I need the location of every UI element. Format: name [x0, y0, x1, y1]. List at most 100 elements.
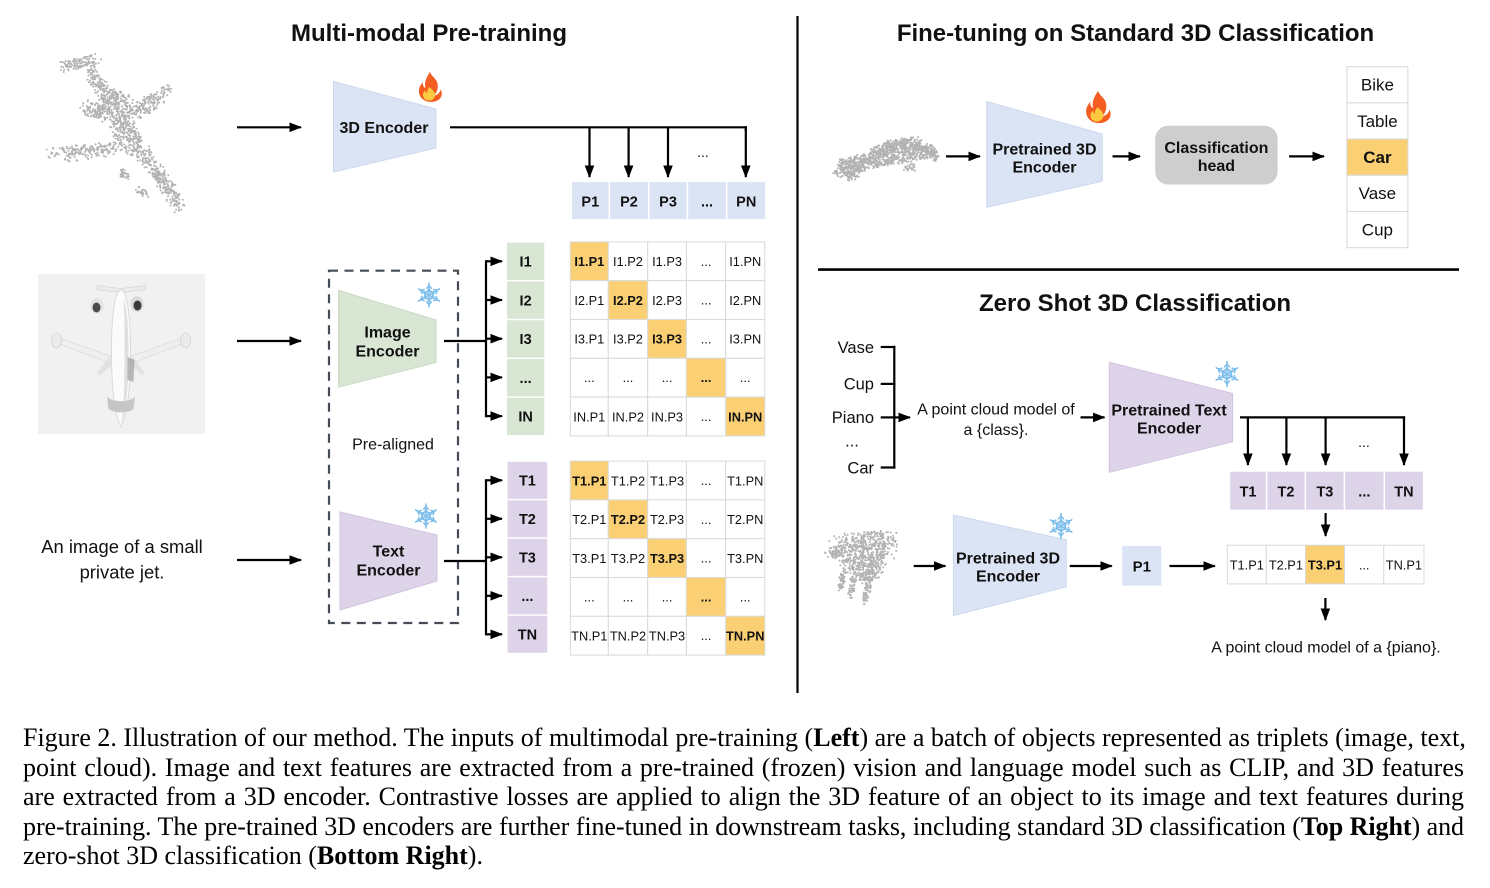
svg-text:Vase: Vase [838, 339, 874, 357]
svg-text:T1: T1 [519, 474, 536, 490]
svg-text:P1: P1 [1133, 559, 1151, 576]
svg-text:T2.P3: T2.P3 [650, 512, 684, 527]
svg-text:Piano: Piano [832, 409, 874, 427]
svg-text:Car: Car [1363, 148, 1392, 167]
svg-text:...: ... [701, 589, 712, 604]
svg-text:IN.P1: IN.P1 [573, 409, 605, 424]
svg-text:Vase: Vase [1359, 184, 1397, 203]
svg-text:T1.PN: T1.PN [727, 473, 763, 488]
svg-text:a {class}.: a {class}. [964, 422, 1029, 439]
svg-text:Cup: Cup [844, 376, 874, 394]
svg-text:...: ... [623, 370, 634, 385]
svg-text:IN: IN [518, 410, 533, 426]
svg-text:...: ... [740, 370, 751, 385]
svg-text:Pre-aligned: Pre-aligned [352, 437, 434, 454]
svg-text:Encoder: Encoder [976, 569, 1040, 586]
svg-text:Text: Text [373, 544, 405, 561]
svg-text:head: head [1198, 158, 1235, 175]
svg-text:...: ... [701, 370, 712, 385]
svg-text:I1.P2: I1.P2 [613, 254, 643, 269]
svg-text:T3.P3: T3.P3 [650, 551, 684, 566]
svg-text:T2.P1: T2.P1 [572, 512, 606, 527]
svg-text:...: ... [1358, 484, 1370, 500]
svg-text:...: ... [701, 194, 713, 210]
svg-text:P3: P3 [659, 194, 677, 210]
svg-text:...: ... [1359, 557, 1370, 572]
svg-text:...: ... [701, 551, 712, 566]
svg-text:I2.PN: I2.PN [729, 293, 761, 308]
svg-text:Zero Shot 3D Classification: Zero Shot 3D Classification [979, 290, 1291, 317]
svg-text:Pretrained 3D: Pretrained 3D [956, 551, 1060, 568]
svg-text:...: ... [845, 433, 859, 451]
svg-text:...: ... [701, 293, 712, 308]
svg-text:PN: PN [736, 194, 756, 210]
svg-text:...: ... [1358, 434, 1370, 450]
svg-text:Encoder: Encoder [356, 563, 420, 580]
svg-text:TN: TN [518, 628, 537, 644]
svg-text:IN.PN: IN.PN [728, 409, 762, 424]
svg-text:Pretrained 3D: Pretrained 3D [992, 142, 1096, 159]
svg-text:T2: T2 [519, 512, 536, 528]
svg-text:...: ... [697, 144, 709, 160]
svg-text:Fine-tuning on Standard 3D Cla: Fine-tuning on Standard 3D Classificatio… [897, 20, 1374, 47]
svg-text:...: ... [740, 589, 751, 604]
svg-text:T1: T1 [1240, 484, 1257, 500]
svg-text:I2: I2 [520, 293, 532, 309]
svg-text:TN.P1: TN.P1 [571, 629, 607, 644]
svg-text:I2.P3: I2.P3 [652, 293, 682, 308]
svg-text:T1.P3: T1.P3 [650, 473, 684, 488]
svg-text:Car: Car [847, 459, 874, 477]
svg-text:...: ... [520, 371, 532, 387]
svg-text:...: ... [623, 589, 634, 604]
svg-text:I3: I3 [520, 332, 532, 348]
svg-text:Encoder: Encoder [1012, 160, 1076, 177]
svg-text:I2.P2: I2.P2 [613, 293, 643, 308]
svg-text:I1.PN: I1.PN [729, 254, 761, 269]
svg-text:Pretrained Text: Pretrained Text [1111, 402, 1227, 419]
svg-text:T1.P2: T1.P2 [611, 473, 645, 488]
svg-text:...: ... [584, 589, 595, 604]
svg-text:Bike: Bike [1361, 76, 1394, 95]
svg-text:TN: TN [1394, 484, 1413, 500]
svg-text:...: ... [701, 628, 712, 643]
svg-text:T3.P1: T3.P1 [1308, 557, 1342, 572]
svg-text:T1.P1: T1.P1 [1230, 557, 1264, 572]
svg-text:T3: T3 [1316, 484, 1333, 500]
svg-text:I1: I1 [520, 255, 532, 271]
svg-text:T3.PN: T3.PN [727, 551, 763, 566]
svg-text:...: ... [662, 370, 673, 385]
svg-text:I1.P1: I1.P1 [574, 254, 604, 269]
svg-text:T2.P2: T2.P2 [611, 512, 645, 527]
svg-text:T3.P1: T3.P1 [572, 551, 606, 566]
svg-text:Classification: Classification [1164, 140, 1268, 157]
svg-text:I3.P2: I3.P2 [613, 332, 643, 347]
svg-text:A point cloud model of a {pian: A point cloud model of a {piano}. [1211, 639, 1441, 656]
svg-text:T3: T3 [519, 551, 536, 567]
svg-text:TN.P1: TN.P1 [1386, 557, 1422, 572]
svg-text:I3.P3: I3.P3 [652, 332, 682, 347]
svg-text:...: ... [584, 370, 595, 385]
svg-text:T3.P2: T3.P2 [611, 551, 645, 566]
svg-text:I2.P1: I2.P1 [574, 293, 604, 308]
svg-text:I3.PN: I3.PN [729, 332, 761, 347]
svg-text:A point cloud model of: A point cloud model of [917, 401, 1075, 418]
svg-text:T2: T2 [1278, 484, 1295, 500]
svg-text:...: ... [701, 512, 712, 527]
svg-text:...: ... [662, 589, 673, 604]
svg-text:P2: P2 [620, 194, 638, 210]
svg-text:T2.PN: T2.PN [727, 512, 763, 527]
svg-text:T2.P1: T2.P1 [1269, 557, 1303, 572]
svg-text:3D Encoder: 3D Encoder [340, 120, 429, 137]
svg-text:Table: Table [1357, 112, 1398, 131]
svg-text:Multi-modal Pre-training: Multi-modal Pre-training [291, 20, 567, 47]
svg-text:...: ... [701, 473, 712, 488]
svg-text:Encoder: Encoder [1137, 420, 1201, 437]
svg-text:...: ... [521, 589, 533, 605]
svg-text:...: ... [701, 254, 712, 269]
svg-text:T1.P1: T1.P1 [572, 473, 606, 488]
svg-text:Image: Image [364, 325, 410, 342]
svg-text:TN.P3: TN.P3 [649, 629, 685, 644]
svg-text:Encoder: Encoder [355, 344, 419, 361]
svg-text:An image of a small: An image of a small [41, 536, 203, 557]
svg-text:...: ... [701, 409, 712, 424]
